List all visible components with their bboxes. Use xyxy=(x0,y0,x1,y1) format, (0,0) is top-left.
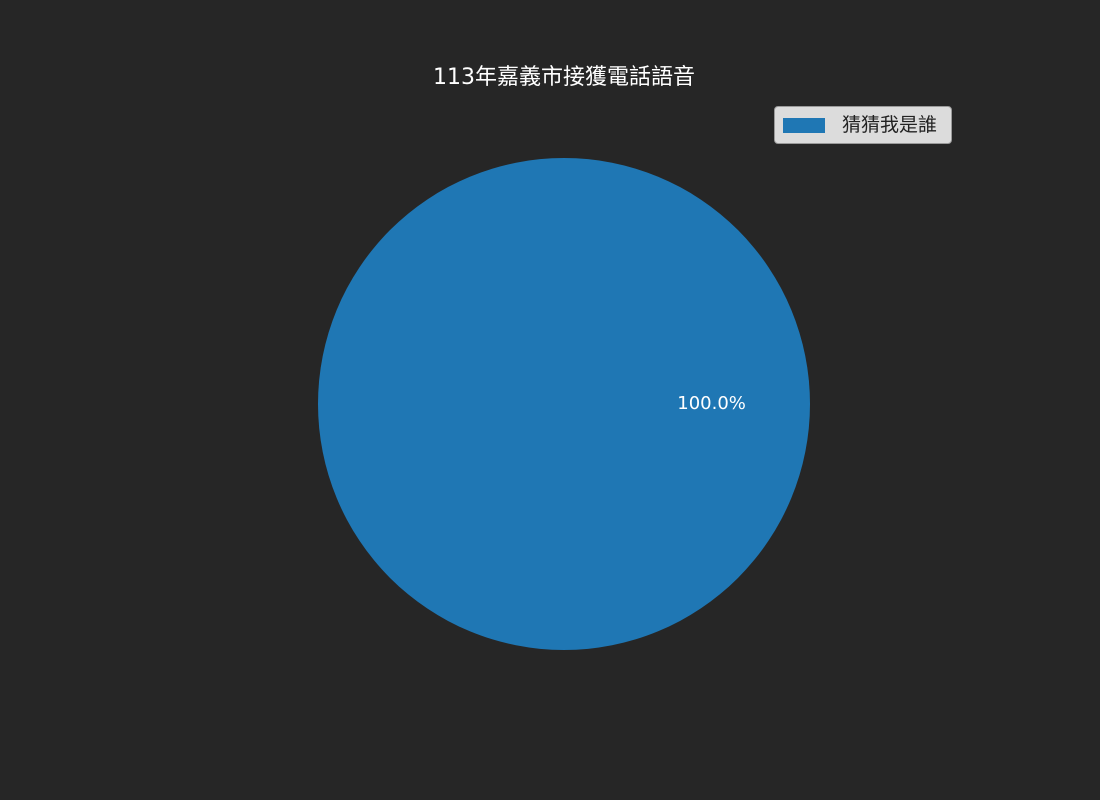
legend-entry-label: 猜猜我是誰 xyxy=(842,114,938,136)
legend: 猜猜我是誰 xyxy=(774,106,952,144)
pie-labels: 100.0% xyxy=(677,393,746,414)
pie-slice-label: 100.0% xyxy=(677,393,746,414)
legend-swatch xyxy=(783,117,825,133)
pie-slice xyxy=(318,158,810,650)
chart-title: 113年嘉義市接獲電話語音 xyxy=(433,65,695,90)
pie-slices xyxy=(318,158,810,650)
